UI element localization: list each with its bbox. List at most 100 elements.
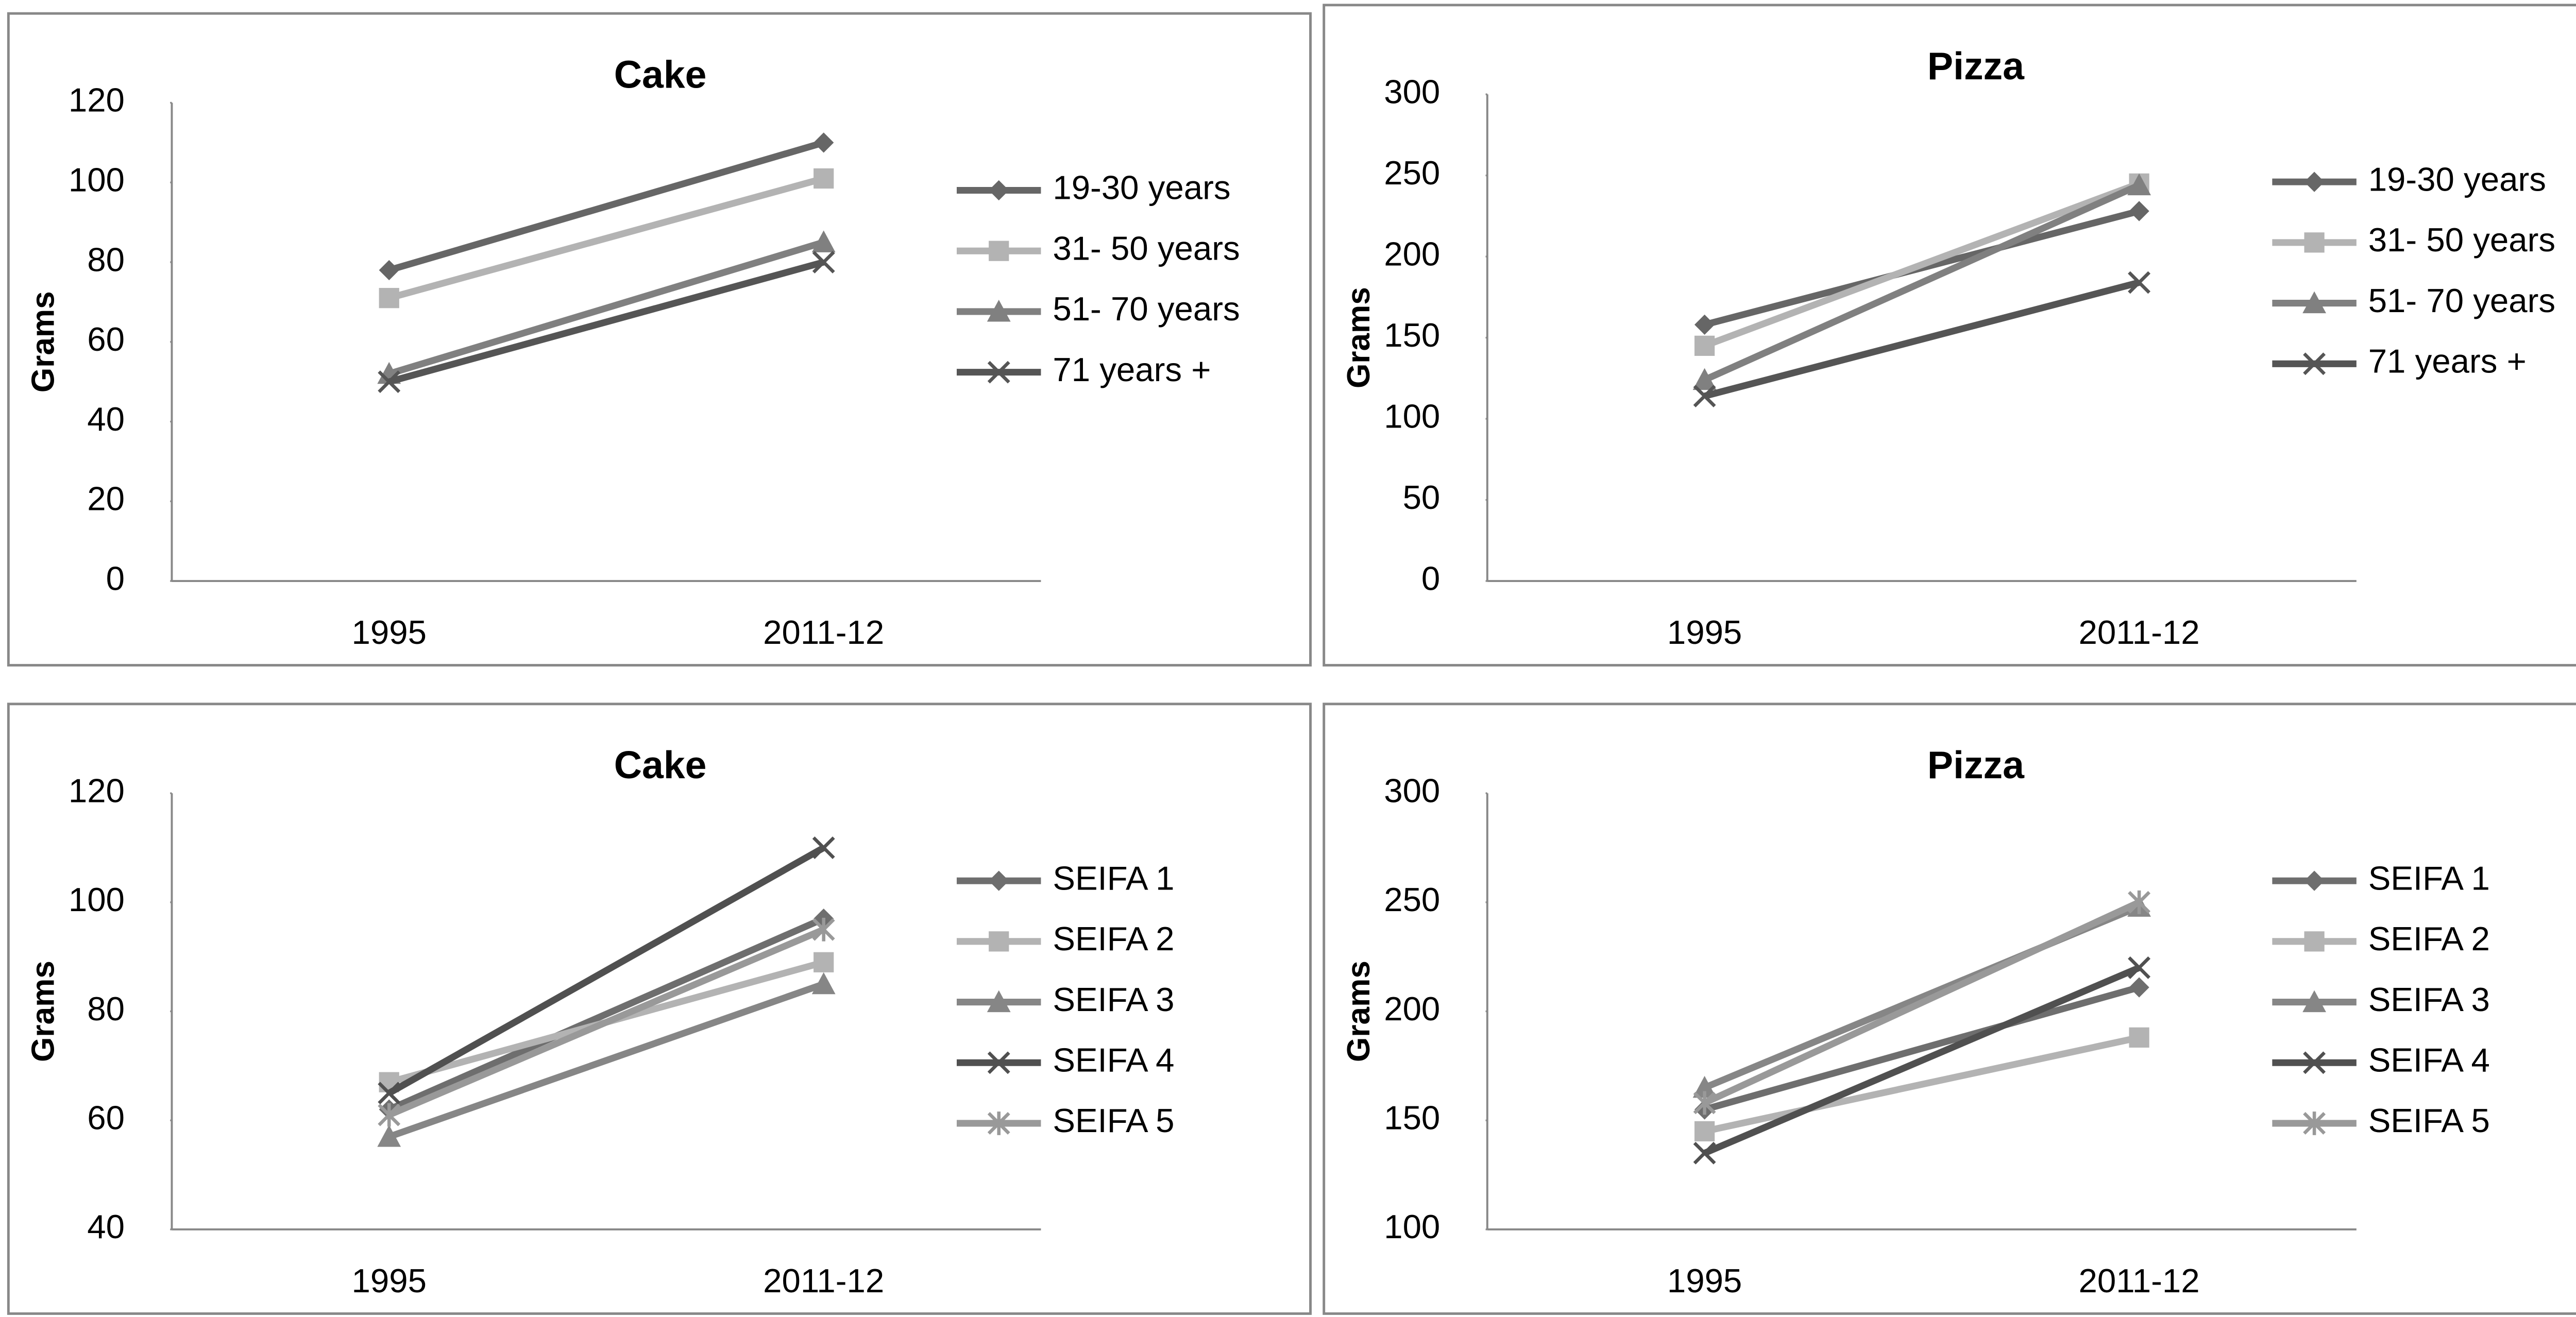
y-tick-label: 150 (1384, 1099, 1440, 1137)
y-tick-label: 120 (69, 81, 125, 119)
x-tick-label: 1995 (352, 613, 427, 651)
y-tick-label: 120 (69, 772, 125, 809)
series-line (1703, 279, 2140, 400)
series-line (388, 139, 825, 273)
x-tick-label: 2011-12 (763, 1262, 884, 1299)
panel-border (7, 12, 1312, 667)
y-tick-label: 80 (87, 990, 125, 1028)
data-point (812, 917, 835, 942)
legend-label: 31- 50 years (1053, 229, 1240, 267)
legend-label: 19-30 years (2368, 160, 2546, 198)
data-point (814, 952, 834, 972)
series-line (387, 926, 825, 1118)
legend-marker (987, 990, 1011, 1013)
series-line (1703, 964, 2141, 1156)
legend-marker (2303, 1111, 2326, 1135)
legend-label: 71 years + (1053, 351, 1211, 388)
legend-marker (987, 1111, 1010, 1135)
data-point (2129, 1027, 2149, 1048)
y-axis-label: Grams (1341, 961, 1377, 1062)
data-point (2127, 173, 2151, 196)
legend-label: SEIFA 2 (1053, 920, 1174, 957)
y-tick-label: 250 (1384, 154, 1440, 192)
y-tick-label: 40 (87, 400, 125, 438)
y-tick-label: 100 (1384, 397, 1440, 435)
legend-label: SEIFA 3 (1053, 981, 1174, 1018)
data-point (814, 168, 834, 189)
y-tick-label: 0 (1421, 559, 1440, 597)
legend-marker (2304, 172, 2325, 192)
data-point (812, 836, 835, 859)
y-axis-label: Grams (26, 291, 61, 392)
y-tick-label: 200 (1384, 990, 1440, 1028)
legend-marker (2302, 990, 2326, 1013)
legend-label: SEIFA 1 (2368, 859, 2490, 897)
legend-marker (2304, 232, 2325, 253)
y-tick-label: 100 (69, 881, 125, 918)
data-point (1694, 314, 1715, 335)
y-tick-label: 20 (87, 480, 125, 518)
legend-marker (989, 931, 1009, 952)
y-tick-label: 60 (87, 320, 125, 358)
legend-marker (2304, 931, 2325, 952)
legend-marker (2303, 352, 2326, 375)
legend-label: SEIFA 1 (1053, 859, 1174, 897)
data-point (379, 288, 399, 309)
y-tick-label: 100 (69, 161, 125, 198)
data-point (1693, 1141, 1716, 1165)
data-point (1692, 1075, 1717, 1098)
series-line (1703, 984, 2140, 1113)
data-point (1694, 335, 1715, 356)
data-point (1693, 385, 1716, 407)
data-point (2128, 271, 2151, 294)
panel-border (1323, 4, 2576, 667)
data-point (1694, 1121, 1715, 1142)
legend-marker (2302, 291, 2326, 314)
series-line (387, 845, 825, 1097)
series-line (1703, 180, 2141, 349)
y-tick-label: 150 (1384, 316, 1440, 354)
data-point (814, 132, 834, 153)
data-point (2129, 201, 2149, 221)
y-tick-label: 40 (87, 1208, 125, 1245)
legend-marker (989, 180, 1009, 201)
y-tick-label: 300 (1384, 73, 1440, 110)
y-tick-label: 200 (1384, 235, 1440, 272)
legend-marker (987, 1051, 1010, 1074)
series-line (1703, 899, 2141, 1106)
legend-label: SEIFA 5 (2368, 1102, 2490, 1139)
y-tick-label: 100 (1384, 1208, 1440, 1245)
data-point (378, 1103, 401, 1127)
legend-marker (2303, 1051, 2326, 1074)
data-point (811, 972, 836, 995)
data-point (811, 230, 836, 252)
data-point (1692, 368, 1717, 390)
x-tick-label: 1995 (352, 1262, 427, 1299)
series-line (388, 981, 825, 1140)
x-tick-label: 2011-12 (2079, 613, 2200, 651)
y-tick-label: 0 (106, 559, 125, 597)
legend-label: SEIFA 4 (2368, 1041, 2490, 1079)
legend-marker (989, 870, 1009, 891)
panel-border (1323, 703, 2576, 1315)
panel-border (7, 703, 1312, 1315)
data-point (379, 260, 399, 281)
chart-title: Pizza (1927, 44, 2025, 88)
x-tick-label: 2011-12 (2079, 1262, 2200, 1299)
legend-label: 71 years + (2368, 343, 2527, 380)
x-tick-label: 1995 (1667, 613, 1742, 651)
data-point (377, 1125, 401, 1147)
legend-label: SEIFA 5 (1053, 1102, 1174, 1139)
chart-title: Cake (614, 53, 707, 96)
legend-label: SEIFA 3 (2368, 981, 2490, 1018)
chart-title: Pizza (1927, 743, 2025, 786)
legend-marker (987, 300, 1011, 322)
data-point (378, 1082, 401, 1105)
x-tick-label: 1995 (1667, 1262, 1742, 1299)
legend-label: 19-30 years (1053, 169, 1230, 207)
series-line (388, 175, 825, 301)
series-line (388, 259, 825, 385)
y-tick-label: 80 (87, 241, 125, 278)
legend-label: SEIFA 4 (1053, 1041, 1174, 1079)
